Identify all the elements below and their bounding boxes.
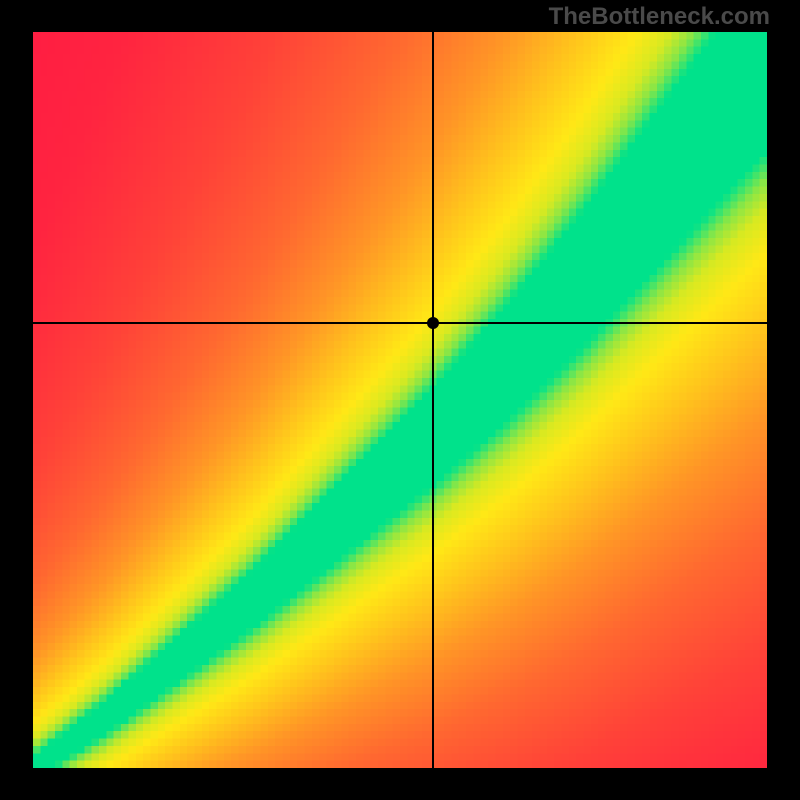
crosshair-horizontal <box>33 322 767 324</box>
crosshair-marker <box>427 317 439 329</box>
source-watermark: TheBottleneck.com <box>549 3 770 31</box>
chart-container: { "type": "heatmap-bottleneck-chart", "s… <box>0 0 800 800</box>
heatmap-plot <box>33 32 767 768</box>
heatmap-canvas <box>33 32 767 768</box>
crosshair-vertical <box>432 32 434 768</box>
